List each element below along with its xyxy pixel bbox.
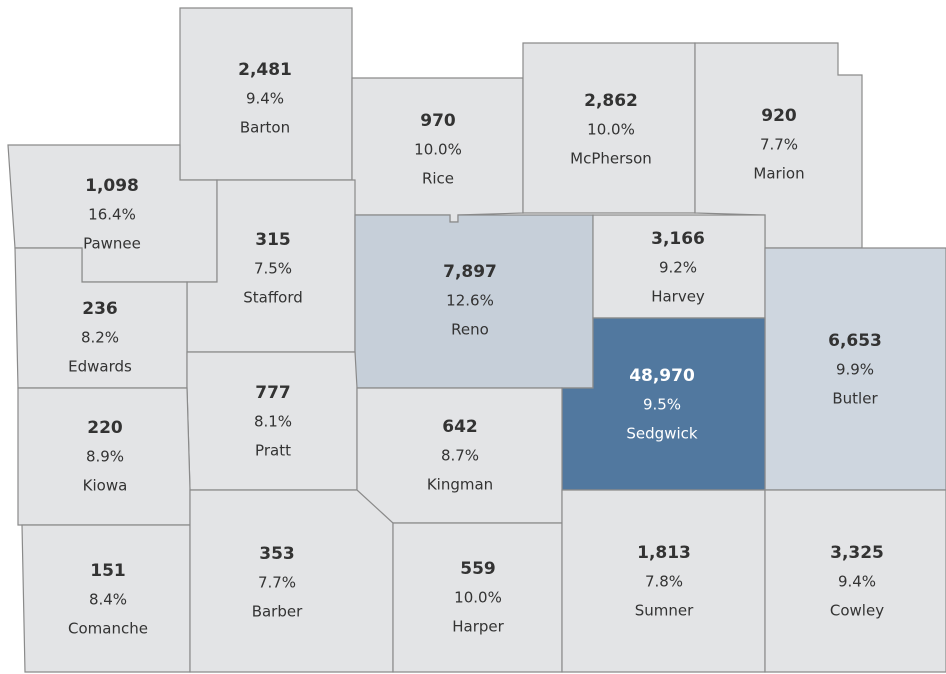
- county-count: 559: [460, 559, 496, 579]
- county-name: Pratt: [255, 442, 291, 460]
- county: 559 10.0% Harper: [392, 522, 563, 673]
- county: 1,813 7.8% Sumner: [561, 489, 766, 673]
- county: 777 8.1% Pratt: [186, 351, 358, 491]
- county-name: McPherson: [570, 150, 652, 168]
- county-count: 3,325: [830, 543, 884, 563]
- county-percent: 7.7%: [258, 574, 296, 592]
- county-name: Kingman: [427, 476, 493, 494]
- county: 353 7.7% Barber: [189, 489, 394, 673]
- county-name: Harper: [452, 618, 504, 636]
- county-name: Sumner: [635, 602, 694, 620]
- county-count: 970: [420, 111, 456, 131]
- county-count: 1,813: [637, 543, 691, 563]
- county-name: Edwards: [68, 358, 132, 376]
- county-percent: 7.5%: [254, 260, 292, 278]
- county-count: 2,862: [584, 91, 638, 111]
- county: 236 8.2% Edwards: [14, 247, 188, 389]
- county: 3,166 9.2% Harvey: [592, 214, 766, 319]
- county-count: 220: [87, 418, 123, 438]
- county-percent: 9.4%: [246, 90, 284, 108]
- county-percent: 8.4%: [89, 591, 127, 609]
- county-count: 315: [255, 230, 291, 250]
- county: 2,481 9.4% Barton: [179, 7, 353, 181]
- county-percent: 10.0%: [414, 141, 462, 159]
- county-percent: 8.7%: [441, 447, 479, 465]
- county-percent: 9.4%: [838, 573, 876, 591]
- county-name: Stafford: [243, 289, 303, 307]
- county-count: 6,653: [828, 331, 882, 351]
- county-count: 3,166: [651, 229, 705, 249]
- county: 315 7.5% Stafford: [186, 179, 356, 353]
- county-name: Pawnee: [83, 235, 141, 253]
- county: 970 10.0% Rice: [351, 77, 524, 223]
- county-count: 1,098: [85, 176, 139, 196]
- county: 7,897 12.6% Reno: [354, 214, 594, 389]
- county-count: 920: [761, 106, 797, 126]
- county-name: Sedgwick: [626, 425, 697, 443]
- county: 48,970 9.5% Sedgwick: [561, 317, 766, 491]
- county: 642 8.7% Kingman: [356, 387, 563, 524]
- county-count: 2,481: [238, 60, 292, 80]
- county-percent: 10.0%: [454, 589, 502, 607]
- county-name: Butler: [832, 390, 878, 408]
- county-count: 7,897: [443, 262, 497, 282]
- county-count: 236: [82, 299, 118, 319]
- county: 6,653 9.9% Butler: [764, 247, 946, 491]
- county-percent: 10.0%: [587, 121, 635, 139]
- county: 3,325 9.4% Cowley: [764, 489, 946, 673]
- county: 920 7.7% Marion: [694, 42, 863, 249]
- county-name: Cowley: [830, 602, 884, 620]
- county-percent: 16.4%: [88, 206, 136, 224]
- county-shape: [764, 489, 946, 673]
- county-percent: 9.9%: [836, 361, 874, 379]
- county: 220 8.9% Kiowa: [17, 387, 191, 526]
- county-percent: 9.2%: [659, 259, 697, 277]
- county-name: Harvey: [651, 288, 705, 306]
- county-percent: 9.5%: [643, 396, 681, 414]
- county-count: 48,970: [629, 366, 695, 386]
- county: 2,862 10.0% McPherson: [522, 42, 696, 214]
- county-percent: 8.1%: [254, 413, 292, 431]
- county-name: Barber: [252, 603, 303, 621]
- county-name: Reno: [451, 321, 489, 339]
- county-count: 151: [90, 561, 126, 581]
- county-count: 777: [255, 383, 291, 403]
- county-percent: 8.9%: [86, 448, 124, 466]
- county-name: Comanche: [68, 620, 148, 638]
- county-percent: 8.2%: [81, 329, 119, 347]
- county-count: 642: [442, 417, 478, 437]
- county-name: Barton: [240, 119, 290, 137]
- county-name: Kiowa: [83, 477, 128, 495]
- county-name: Marion: [753, 165, 804, 183]
- county-percent: 7.8%: [645, 573, 683, 591]
- county: 151 8.4% Comanche: [21, 524, 191, 673]
- county-percent: 12.6%: [446, 292, 494, 310]
- county-count: 353: [259, 544, 295, 564]
- county-percent: 7.7%: [760, 136, 798, 154]
- county-name: Rice: [422, 170, 454, 188]
